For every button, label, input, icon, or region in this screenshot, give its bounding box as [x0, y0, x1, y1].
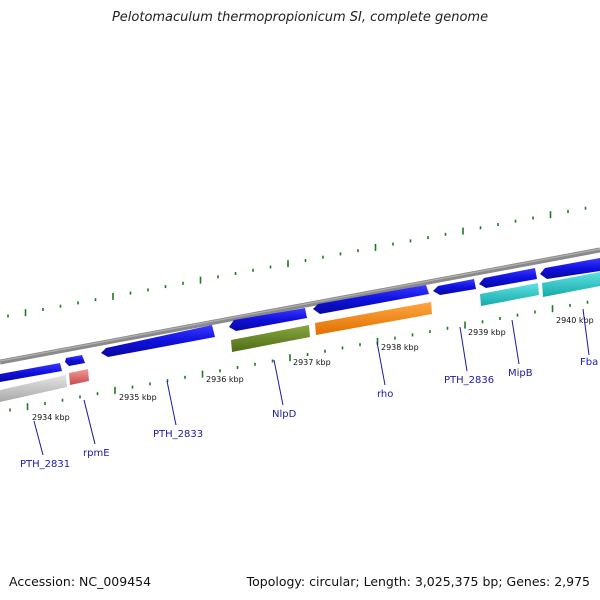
leader-line	[459, 326, 468, 372]
map-title: Pelotomaculum thermopropionicum SI, comp…	[111, 10, 489, 25]
gene-label-rpmE[interactable]: rpmE	[83, 448, 110, 459]
leader-line	[33, 420, 44, 456]
topology-summary: Topology: circular; Length: 3,025,375 bp…	[246, 574, 590, 589]
genome-backbone-highlight	[0, 248, 600, 362]
gene-labels: PTH_2831 rpmE PTH_2833 NlpD rho PTH_2836…	[20, 357, 598, 470]
kbp-label: 2937 kbp	[293, 358, 331, 367]
gene-arrow-3[interactable]	[101, 325, 215, 357]
genome-backbone	[0, 247, 600, 365]
gene-arrow-5[interactable]	[313, 285, 429, 314]
gene-label-nlpD[interactable]: NlpD	[272, 409, 297, 420]
kbp-label: 2939 kbp	[468, 328, 506, 337]
gene-label-pth2831[interactable]: PTH_2831	[20, 459, 70, 470]
gene-box-nlpD[interactable]	[231, 325, 310, 352]
gene-arrow-4[interactable]	[229, 308, 307, 331]
gene-label-rho[interactable]: rho	[377, 389, 393, 400]
upper-tick-row	[7, 206, 587, 318]
leader-line	[83, 399, 96, 445]
lower-tick-row	[9, 300, 589, 412]
kbp-label: 2934 kbp	[32, 413, 70, 422]
gene-track	[0, 258, 600, 402]
gene-box-mipB[interactable]	[480, 283, 539, 306]
gene-label-fba[interactable]: Fba	[580, 357, 598, 368]
leader-line	[511, 319, 520, 365]
leader-line	[582, 308, 590, 356]
gene-arrow-6[interactable]	[433, 279, 476, 295]
gene-leader-lines	[33, 308, 590, 456]
kbp-label: 2940 kbp	[556, 316, 594, 325]
accession-text: Accession: NC_009454	[9, 574, 152, 589]
leader-line	[376, 341, 386, 386]
gene-label-mipB[interactable]: MipB	[508, 368, 533, 379]
kbp-label: 2938 kbp	[381, 343, 419, 352]
gene-arrow-7[interactable]	[479, 268, 537, 288]
kbp-label: 2935 kbp	[119, 393, 157, 402]
leader-line	[166, 380, 177, 426]
gene-box-fba[interactable]	[542, 272, 600, 297]
gene-label-pth2836[interactable]: PTH_2836	[444, 375, 494, 386]
kbp-label: 2936 kbp	[206, 375, 244, 384]
gene-box-rpmE[interactable]	[69, 369, 89, 385]
gene-box-rho[interactable]	[315, 302, 432, 335]
gene-arrow-1[interactable]	[0, 363, 62, 382]
gene-box-pth2831[interactable]	[0, 375, 67, 402]
gene-arrow-8[interactable]	[540, 258, 600, 279]
leader-line	[273, 359, 284, 406]
gene-arrow-2[interactable]	[65, 355, 85, 366]
gene-label-pth2833[interactable]: PTH_2833	[153, 429, 203, 440]
kbp-scale: 2934 kbp 2935 kbp 2936 kbp 2937 kbp 2938…	[32, 316, 594, 422]
